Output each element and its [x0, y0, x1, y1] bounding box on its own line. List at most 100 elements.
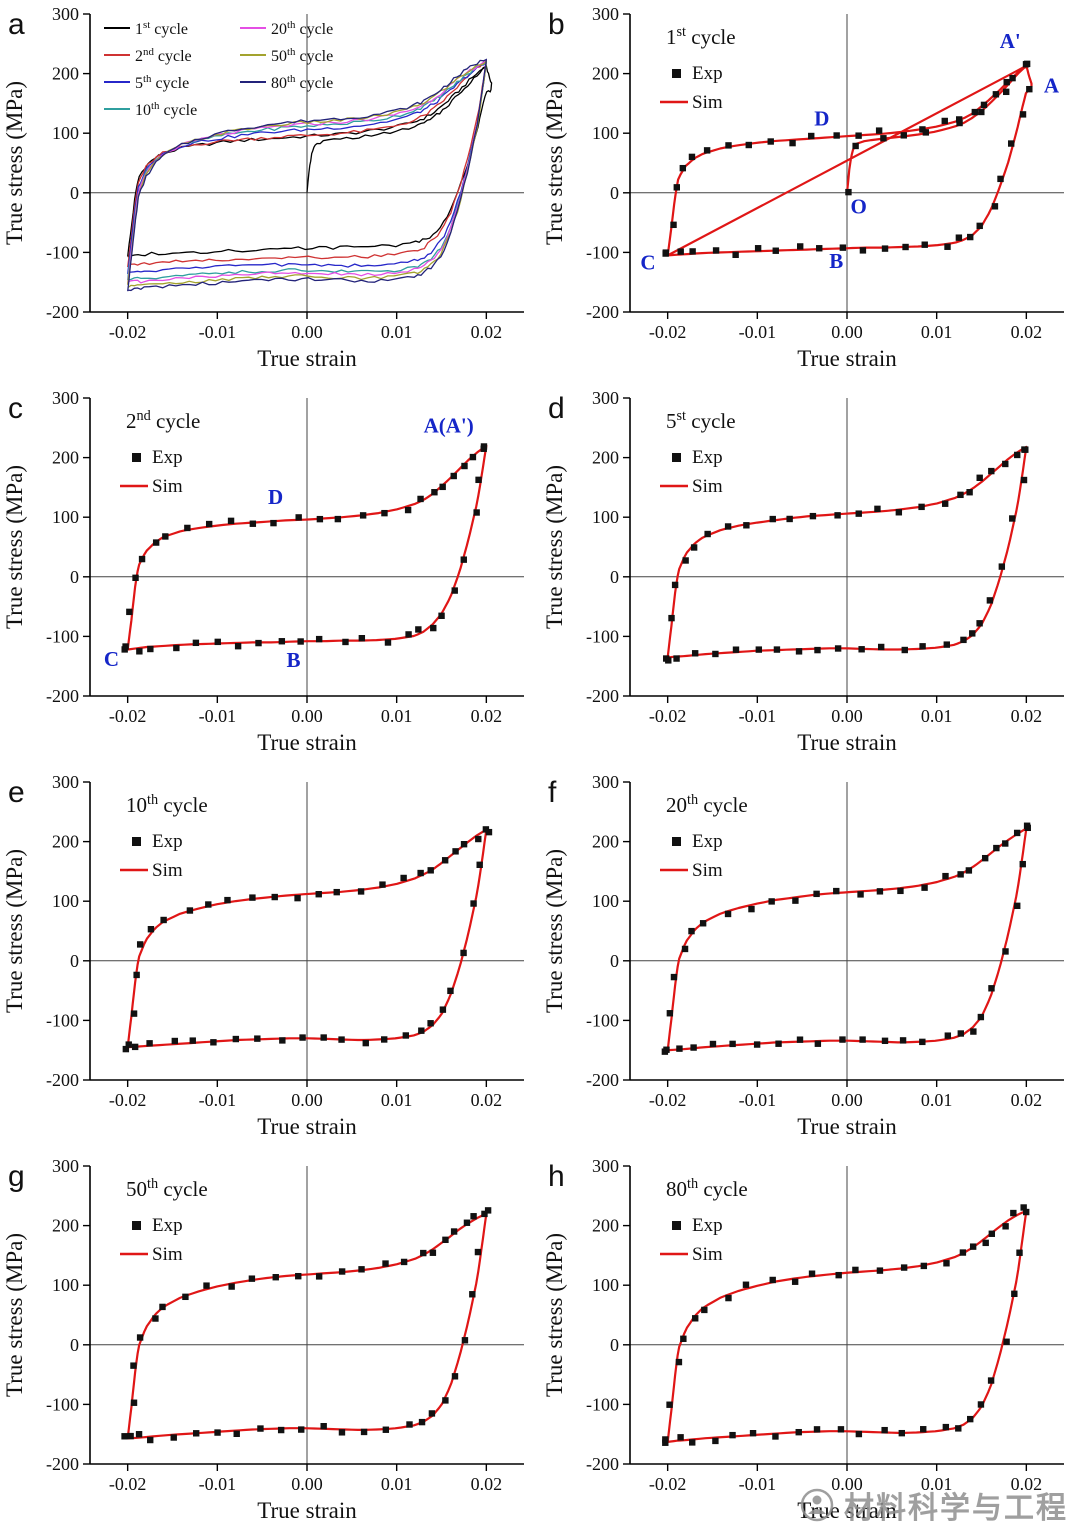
exp-point [745, 141, 752, 149]
panel-letter: d [548, 392, 565, 425]
exp-point [725, 142, 732, 149]
y-tick-label: 0 [70, 183, 79, 203]
exp-point [689, 248, 696, 255]
panel-letter: c [8, 392, 23, 425]
legend-exp-marker [132, 453, 141, 462]
exp-point [976, 474, 983, 481]
exp-point [976, 620, 983, 627]
exp-point [665, 657, 672, 664]
exp-point [1002, 948, 1009, 955]
exp-point [485, 828, 493, 836]
y-tick-label: -200 [46, 1454, 79, 1474]
exp-point [122, 643, 129, 650]
exp-point [955, 234, 963, 241]
y-tick-label: 0 [70, 1335, 79, 1355]
exp-point [131, 1043, 139, 1051]
exp-point [855, 510, 862, 517]
exp-point [1002, 1223, 1009, 1230]
exp-point [795, 648, 803, 655]
exp-point [977, 1401, 985, 1408]
exp-point [451, 1373, 459, 1380]
exp-point [427, 867, 434, 874]
exp-point [729, 1040, 736, 1048]
exp-point [384, 639, 392, 646]
legend-sim-label: Sim [152, 860, 183, 881]
legend-label-c1: 1st cycle [135, 19, 188, 38]
panel-b: -0.02 -0.01 0.00 0.01 0.02 -200 -100 0 100 200 300… [540, 0, 1080, 384]
exp-point [381, 1036, 388, 1043]
y-axis-label: True stress (MPa) [542, 81, 567, 245]
exp-point [136, 1334, 144, 1341]
exp-point [919, 126, 926, 133]
exp-point [460, 556, 467, 563]
exp-points [661, 822, 1031, 1055]
exp-point [227, 517, 235, 525]
exp-point [430, 624, 437, 632]
exp-point [205, 901, 212, 908]
exp-point [122, 1045, 130, 1053]
exp-point [441, 857, 449, 864]
panel-e: -0.02 -0.01 0.00 0.01 0.02 -200 -100 0 100 200 300… [0, 768, 540, 1152]
exp-point [133, 971, 140, 979]
exp-point [295, 514, 302, 521]
exp-point [1009, 515, 1016, 522]
exp-point [233, 1430, 240, 1438]
x-tick-label: 0.01 [381, 706, 413, 726]
y-tick-label: 200 [52, 1216, 79, 1236]
y-tick-label: 0 [70, 951, 79, 971]
exp-point [452, 848, 459, 855]
exp-point [845, 188, 852, 196]
y-tick-label: -100 [46, 1394, 79, 1414]
exp-point [427, 1020, 434, 1027]
x-tick-label: -0.02 [109, 706, 147, 726]
x-tick-label: 0.01 [381, 322, 413, 342]
y-tick-label: 200 [592, 832, 619, 852]
exp-point [469, 453, 477, 461]
legend-sim-label: Sim [692, 1244, 723, 1265]
x-tick-label: -0.01 [739, 322, 777, 342]
exp-point [792, 897, 799, 904]
exp-point [673, 184, 680, 191]
exp-point [748, 905, 755, 913]
exp-point [724, 523, 732, 530]
exp-point [993, 844, 1000, 852]
annotation-a: A [1044, 74, 1060, 98]
x-tick-label: 0.00 [291, 1474, 323, 1494]
exp-point [901, 646, 908, 654]
exp-point [1003, 78, 1010, 86]
exp-point [839, 244, 847, 251]
exp-point [773, 646, 781, 653]
exp-point [138, 555, 146, 563]
chart-h: -0.02 -0.01 0.00 0.01 0.02 -200 -100 0 100 200 300… [542, 1156, 1064, 1523]
exp-point [899, 1037, 907, 1044]
x-tick-label: 0.00 [831, 322, 863, 342]
exp-points [662, 60, 1033, 259]
x-tick-label: 0.00 [291, 706, 323, 726]
exp-point [813, 1426, 821, 1433]
exp-point [379, 881, 386, 888]
legend-exp-label: Exp [152, 1215, 183, 1236]
panel-f: -0.02 -0.01 0.00 0.01 0.02 -200 -100 0 100 200 300… [540, 768, 1080, 1152]
exp-point [712, 650, 719, 658]
y-tick-label: -100 [586, 242, 619, 262]
exp-point [439, 1006, 447, 1013]
chart-e: -0.02 -0.01 0.00 0.01 0.02 -200 -100 0 100 200 300… [2, 772, 524, 1139]
exp-point [921, 241, 928, 248]
exp-point [406, 1421, 413, 1428]
exp-point [960, 636, 967, 644]
exp-point [959, 1249, 967, 1256]
exp-point [320, 1034, 327, 1041]
y-tick-label: 100 [52, 123, 79, 143]
annotation-b: B [829, 249, 843, 273]
exp-point [677, 1434, 684, 1441]
exp-points [662, 1204, 1030, 1446]
exp-point [362, 1039, 369, 1047]
exp-point [297, 638, 304, 645]
exp-point [277, 1426, 285, 1434]
exp-point [475, 476, 482, 484]
legend-exp-label: Exp [152, 447, 183, 468]
exp-point [1020, 1204, 1027, 1211]
exp-point [998, 563, 1006, 570]
exp-point [943, 1260, 950, 1267]
exp-point [725, 1294, 732, 1302]
